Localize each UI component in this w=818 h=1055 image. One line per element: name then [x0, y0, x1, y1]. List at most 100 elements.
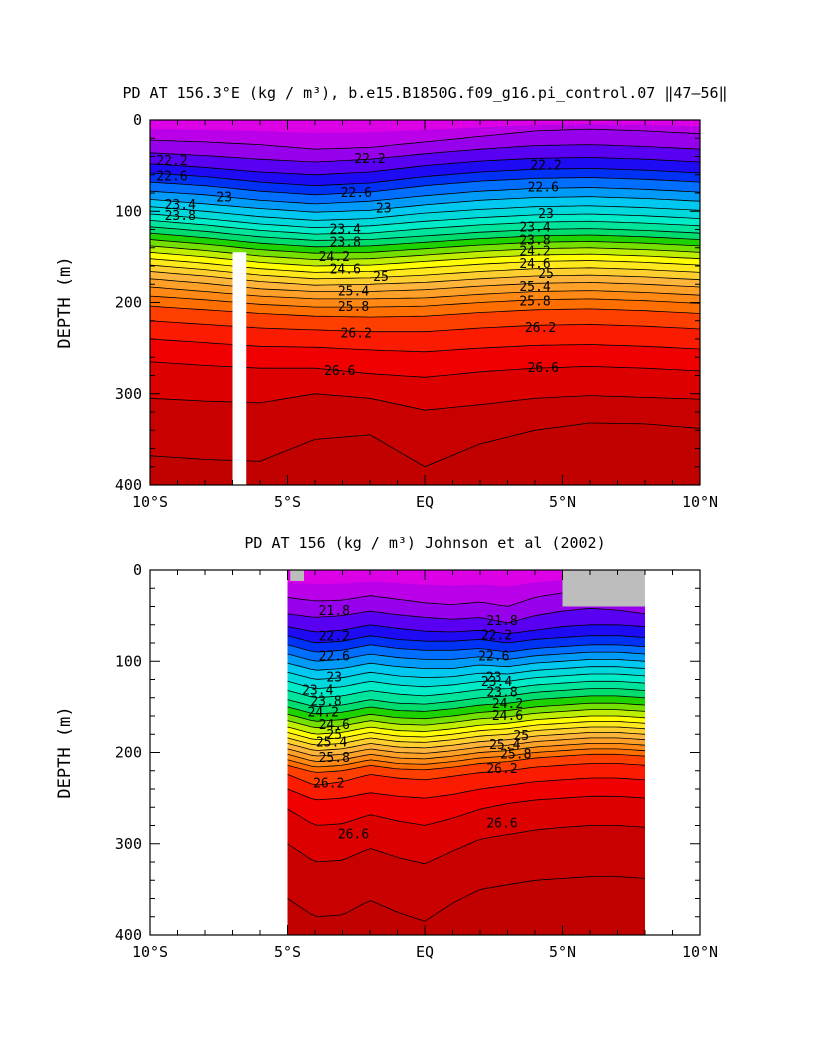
upper-contour-label: 25.4	[338, 285, 369, 300]
upper-contour-label: 26.2	[525, 321, 556, 336]
upper-y-tick-label: 0	[133, 111, 142, 129]
upper-x-tick-label: 10°N	[682, 493, 718, 511]
lower-contour-label: 23.8	[486, 685, 517, 700]
upper-contour-label: 25.8	[338, 300, 369, 315]
upper-contour-label: 23.4	[165, 198, 196, 213]
lower-contour-26.4	[287, 777, 646, 801]
lower-contour-22.2	[287, 624, 646, 635]
upper-contour-label: 23	[376, 202, 392, 217]
upper-panel: PD AT 156.3°E (kg / m³), b.e15.B1850G.f0…	[55, 84, 728, 511]
upper-contour-label: 24.6	[330, 263, 361, 278]
lower-contour-label: 25	[326, 728, 342, 743]
lower-contour-label: 24.2	[308, 705, 339, 720]
lower-contour-23	[287, 659, 646, 671]
lower-contour-label: 24.6	[319, 718, 350, 733]
lower-panel-contours	[287, 570, 646, 922]
upper-contour-22.6	[150, 177, 700, 196]
lower-contour-26.2	[287, 763, 646, 786]
lower-contour-22.8	[287, 651, 646, 662]
upper-panel-fill	[150, 120, 700, 485]
lower-contour-label: 25	[513, 729, 529, 744]
upper-contour-23.6	[150, 220, 700, 235]
lower-contour-23.6	[287, 680, 646, 699]
lower-contour-label: 21.8	[486, 614, 517, 629]
upper-contour-label: 23.4	[330, 223, 361, 238]
lower-layer-surface	[287, 570, 645, 587]
upper-data-gap	[232, 252, 247, 485]
lower-contour-label: 25.4	[316, 735, 347, 750]
lower-contour-label: 26.6	[338, 828, 369, 843]
lower-contour-label: 23.4	[481, 675, 512, 690]
upper-contour-label: 25	[373, 270, 389, 285]
lower-contour-label: 24.6	[492, 709, 523, 724]
lower-contour-24.4	[287, 709, 646, 729]
upper-contour-label: 22.2	[354, 152, 385, 167]
lower-x-tick-label: EQ	[416, 943, 434, 961]
upper-contour-23	[150, 196, 700, 213]
upper-contour-23.2	[150, 205, 700, 221]
lower-contour-label: 23	[486, 671, 502, 686]
upper-contour-label: 22.2	[156, 154, 187, 169]
upper-panel-axes: 10°S 5°S EQ 5°N 10°N 0 100 200 300 400	[115, 111, 718, 511]
lower-contour-26	[287, 753, 646, 773]
upper-contour-22.2	[150, 156, 700, 176]
upper-contour-label: 22.6	[528, 181, 559, 196]
upper-panel-y-axis-label: DEPTH (m)	[55, 256, 75, 348]
lower-contour-label: 25.8	[500, 747, 531, 762]
upper-x-tick-label: 5°N	[549, 493, 576, 511]
lower-contour-26.8	[287, 825, 646, 865]
upper-contour-label: 26.2	[341, 327, 372, 342]
upper-contour-label: 23	[538, 207, 554, 222]
upper-panel-contours	[150, 128, 700, 485]
lower-contour-25.2	[287, 732, 646, 751]
lower-y-tick-label: 100	[115, 652, 142, 670]
upper-contour-label: 22.6	[341, 186, 372, 201]
lower-panel: PD AT 156 (kg / m³) Johnson et al (2002)…	[55, 534, 718, 961]
lower-x-tick-label: 10°N	[682, 943, 718, 961]
lower-panel-y-axis-label: DEPTH (m)	[55, 706, 75, 798]
lower-y-tick-label: 200	[115, 744, 142, 762]
lower-missing-data-0	[290, 570, 304, 581]
lower-panel-title: PD AT 156 (kg / m³) Johnson et al (2002)	[244, 534, 605, 552]
lower-contour-25.4	[287, 737, 646, 757]
lower-contour-label: 25.8	[319, 751, 350, 766]
lower-contour-24.2	[287, 702, 646, 722]
upper-contour-23.8	[150, 226, 700, 241]
upper-contour-label: 23.8	[519, 233, 550, 248]
upper-contour-label: 23.4	[519, 221, 550, 236]
upper-contour-label: 24.6	[519, 257, 550, 272]
lower-contour-25.6	[287, 743, 646, 762]
upper-x-tick-label: EQ	[416, 493, 434, 511]
lower-contour-24	[287, 695, 646, 715]
lower-contour-label: 25.4	[489, 738, 520, 753]
lower-contour-23.4	[287, 673, 646, 689]
lower-x-tick-label: 5°S	[274, 943, 301, 961]
lower-missing-data-1	[562, 570, 645, 607]
upper-panel-title: PD AT 156.3°E (kg / m³), b.e15.B1850G.f0…	[122, 84, 727, 102]
upper-y-tick-label: 200	[115, 294, 142, 312]
lower-panel-contour-labels: 21.822.222.62323.423.824.224.62525.425.8…	[302, 604, 531, 843]
lower-contour-label: 23.8	[310, 694, 341, 709]
upper-contour-label: 23	[216, 191, 232, 206]
lower-contour-26.6	[287, 795, 646, 826]
upper-x-tick-label: 10°S	[132, 493, 168, 511]
upper-contour-21.8	[150, 128, 700, 150]
lower-contour-label: 26.2	[313, 777, 344, 792]
upper-contour-label: 24.2	[319, 250, 350, 265]
lower-contour-label: 22.2	[481, 629, 512, 644]
upper-contour-24	[150, 232, 700, 248]
lower-contour-22	[287, 607, 646, 624]
upper-y-tick-label: 400	[115, 476, 142, 494]
lower-contour-24.8	[287, 721, 646, 741]
upper-contour-22.8	[150, 187, 700, 205]
lower-contour-23.2	[287, 666, 646, 680]
lower-contour-24.6	[287, 715, 646, 735]
upper-y-tick-label: 100	[115, 202, 142, 220]
upper-contour-label: 25.8	[519, 295, 550, 310]
upper-contour-24.2	[150, 239, 700, 254]
upper-contour-label: 25	[538, 267, 554, 282]
lower-contour-label: 22.6	[319, 650, 350, 665]
lower-contour-22.6	[287, 644, 646, 653]
upper-contour-22	[150, 144, 700, 163]
